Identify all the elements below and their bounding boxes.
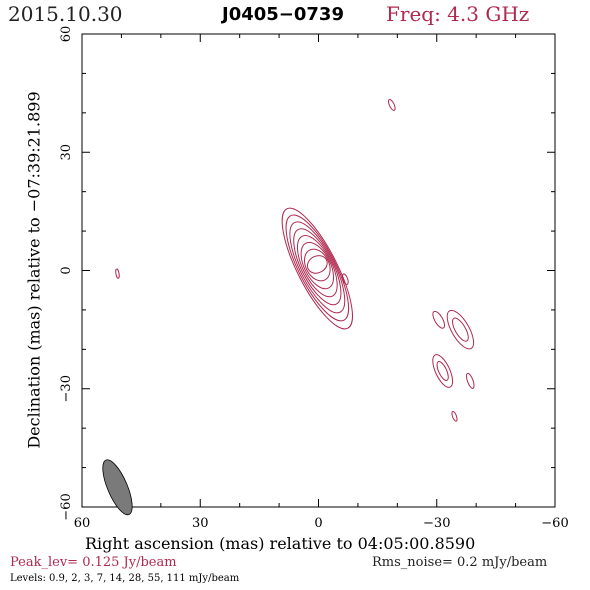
x-tick-label: 0: [314, 516, 322, 531]
y-tick-label: 0: [59, 266, 74, 274]
blob-se-a-inner: [452, 317, 469, 342]
y-tick-label: 60: [59, 26, 74, 43]
observation-date: 2015.10.30: [8, 2, 123, 26]
core-contour: [285, 214, 350, 322]
core-contour: [281, 207, 353, 330]
y-tick-label: −30: [59, 375, 74, 402]
knot-se-3: [466, 372, 475, 389]
knot-north: [388, 98, 396, 111]
blob-se-a-outer: [446, 309, 475, 350]
x-tick-label: −30: [423, 516, 450, 531]
blob-se-b-inner: [436, 361, 449, 381]
core-contour: [304, 248, 331, 282]
core-contour: [300, 241, 335, 290]
blob-se-b-outer: [432, 354, 454, 388]
source-name: J0405−0739: [222, 4, 344, 25]
knot-se-1: [432, 310, 446, 329]
y-axis-label: Declination (mas) relative to −07:39:21.…: [24, 91, 44, 449]
knot-east-small: [341, 273, 349, 285]
plot-frame: [81, 33, 556, 508]
core-contour: [296, 235, 338, 298]
knot-west: [115, 268, 120, 279]
frequency-label: Freq: 4.3 GHz: [386, 2, 530, 26]
core-contour: [306, 255, 328, 274]
y-tick-label: 30: [59, 144, 74, 161]
x-axis-label: Right ascension (mas) relative to 04:05:…: [85, 534, 476, 553]
x-tick-label: 30: [192, 516, 209, 531]
knot-se-4: [451, 410, 458, 422]
core-contour: [293, 228, 342, 306]
x-tick-label: 60: [74, 516, 91, 531]
rms-noise: Rms_noise= 0.2 mJy/beam: [372, 555, 548, 570]
x-tick-label: −60: [541, 516, 568, 531]
peak-level: Peak_lev= 0.125 Jy/beam: [10, 555, 177, 570]
core-contour: [289, 221, 346, 314]
contour-levels: Levels: 0.9, 2, 3, 7, 14, 28, 55, 111 mJ…: [10, 573, 240, 584]
y-tick-label: −60: [59, 493, 74, 520]
beam-ellipse: [102, 459, 133, 516]
